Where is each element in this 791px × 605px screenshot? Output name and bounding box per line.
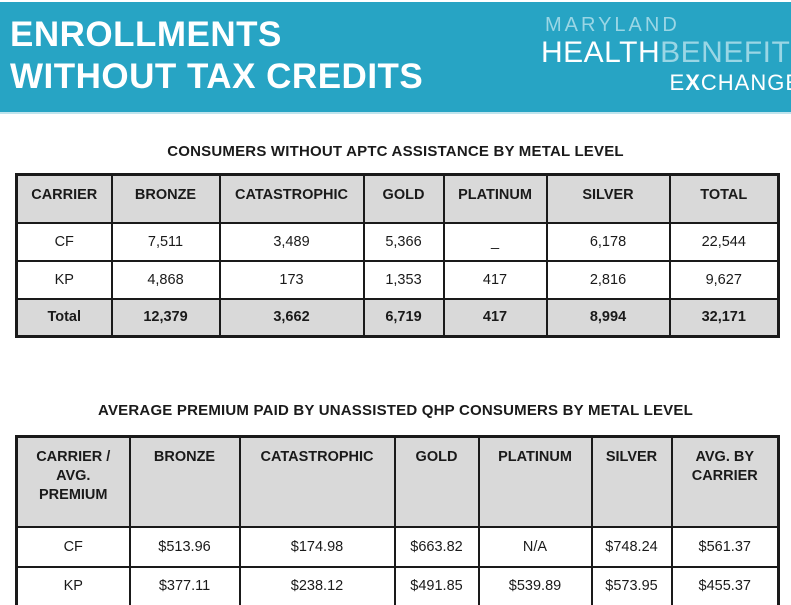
page-title-line1: ENROLLMENTS [10, 15, 282, 54]
table-cell: 417 [442, 297, 548, 338]
table-cell: 6,719 [362, 297, 445, 338]
logo-benefit-text: BENEFIT [660, 36, 791, 69]
table-cell: $513.96 [128, 525, 241, 568]
table-cell: 417 [442, 259, 548, 300]
table-cell: CF [15, 221, 113, 262]
table-cell: Total [15, 297, 113, 338]
table2-header-gold: GOLD [393, 435, 480, 528]
table1-header-silver: SILVER [545, 173, 671, 224]
table1-row-kp: KP 4,868 173 1,353 417 2,816 9,627 [15, 259, 780, 300]
table-cell: 6,178 [545, 221, 671, 262]
table-cell: 173 [218, 259, 365, 300]
table-cell: 3,489 [218, 221, 365, 262]
table-cell: 2,816 [545, 259, 671, 300]
table1-header-row: CARRIER BRONZE CATASTROPHIC GOLD PLATINU… [15, 173, 780, 224]
table-cell: $377.11 [128, 565, 241, 605]
average-premium-table: CARRIER / AVG. PREMIUM BRONZE CATASTROPH… [15, 435, 780, 605]
table-cell: 1,353 [362, 259, 445, 300]
table-cell: 3,662 [218, 297, 365, 338]
table-cell: $455.37 [670, 565, 780, 605]
logo-exchange-change: CHANGE [700, 70, 791, 95]
table2-header-catastrophic: CATASTROPHIC [238, 435, 396, 528]
maryland-health-benefit-exchange-logo: MARYLAND HEALTHBENEFIT EXCHANGE [541, 15, 791, 94]
table-cell: $573.95 [590, 565, 673, 605]
table2-row-kp: KP $377.11 $238.12 $491.85 $539.89 $573.… [15, 565, 780, 605]
page-title: ENROLLMENTS WITHOUT TAX CREDITS [10, 14, 423, 98]
table1-header-catastrophic: CATASTROPHIC [218, 173, 365, 224]
table-cell: 4,868 [110, 259, 221, 300]
consumers-without-aptc-table: CARRIER BRONZE CATASTROPHIC GOLD PLATINU… [15, 173, 780, 338]
logo-exchange-e: E [669, 70, 686, 95]
table2-header-row: CARRIER / AVG. PREMIUM BRONZE CATASTROPH… [15, 435, 780, 528]
page-title-line2: WITHOUT TAX CREDITS [10, 57, 424, 96]
table-cell: CF [15, 525, 131, 568]
table1-row-cf: CF 7,511 3,489 5,366 _ 6,178 22,544 [15, 221, 780, 262]
table2-title: AVERAGE PREMIUM PAID BY UNASSISTED QHP C… [98, 402, 693, 419]
table-cell: KP [15, 565, 131, 605]
table1-header-total: TOTAL [668, 173, 780, 224]
table1-header-carrier: CARRIER [15, 173, 113, 224]
table2-row-cf: CF $513.96 $174.98 $663.82 N/A $748.24 $… [15, 525, 780, 568]
table-cell: 7,511 [110, 221, 221, 262]
table-cell: $238.12 [238, 565, 396, 605]
table2-header-platinum: PLATINUM [477, 435, 593, 528]
table-cell: 32,171 [668, 297, 780, 338]
table-cell: _ [442, 221, 548, 262]
table-cell: 9,627 [668, 259, 780, 300]
table-cell: 22,544 [668, 221, 780, 262]
table2-header-carrier-avg-premium: CARRIER / AVG. PREMIUM [15, 435, 131, 528]
table-cell: $663.82 [393, 525, 480, 568]
table-cell: $561.37 [670, 525, 780, 568]
table1-row-total: Total 12,379 3,662 6,719 417 8,994 32,17… [15, 297, 780, 338]
table1-header-bronze: BRONZE [110, 173, 221, 224]
table1-title: CONSUMERS WITHOUT APTC ASSISTANCE BY MET… [167, 143, 624, 160]
logo-healthbenefit-text: HEALTHBENEFIT [541, 38, 791, 68]
logo-maryland-text: MARYLAND [545, 14, 680, 36]
header-banner: ENROLLMENTS WITHOUT TAX CREDITS MARYLAND… [0, 2, 791, 114]
table1-header-gold: GOLD [362, 173, 445, 224]
table2-header-silver: SILVER [590, 435, 673, 528]
logo-health-text: HEALTH [541, 36, 661, 69]
table2-header-bronze: BRONZE [128, 435, 241, 528]
table-cell: $539.89 [477, 565, 593, 605]
logo-exchange-text: EXCHANGE [541, 72, 791, 94]
table2-header-avg-by-carrier: AVG. BY CARRIER [670, 435, 780, 528]
logo-exchange-x: X [685, 70, 701, 95]
table-cell: $174.98 [238, 525, 396, 568]
table-cell: 8,994 [545, 297, 671, 338]
table-cell: $748.24 [590, 525, 673, 568]
table-cell: N/A [477, 525, 593, 568]
table1-header-platinum: PLATINUM [442, 173, 548, 224]
table-cell: $491.85 [393, 565, 480, 605]
table-cell: 12,379 [110, 297, 221, 338]
table-cell: KP [15, 259, 113, 300]
table-cell: 5,366 [362, 221, 445, 262]
